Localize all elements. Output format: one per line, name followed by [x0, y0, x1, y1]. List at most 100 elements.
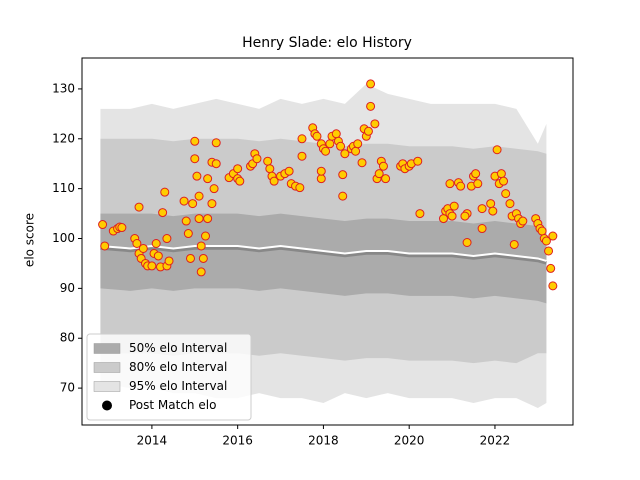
data-point — [153, 251, 163, 261]
data-point — [338, 170, 348, 180]
data-point — [548, 231, 558, 241]
data-point — [312, 131, 322, 141]
data-point — [541, 236, 551, 246]
data-point — [295, 183, 305, 193]
legend-label: Post Match elo — [129, 398, 216, 412]
plot-frame — [81, 57, 574, 426]
data-point — [160, 187, 170, 197]
data-point — [188, 199, 198, 209]
data-point — [445, 179, 455, 189]
data-point — [492, 145, 502, 155]
data-point — [158, 208, 168, 218]
data-point — [336, 141, 346, 151]
data-point — [488, 206, 498, 216]
data-point — [203, 174, 213, 184]
data-point — [233, 164, 243, 174]
x-tick-label: 2020 — [394, 434, 425, 448]
data-point — [473, 179, 483, 189]
data-point — [370, 119, 380, 129]
data-point — [194, 214, 204, 224]
data-point — [374, 169, 384, 179]
data-point — [181, 216, 191, 226]
x-tick-label: 2022 — [480, 434, 511, 448]
data-point — [321, 146, 331, 156]
data-point — [151, 238, 161, 248]
data-point — [207, 199, 217, 209]
data-point — [357, 158, 367, 168]
data-point — [98, 220, 108, 230]
data-point — [252, 154, 262, 164]
data-point — [378, 161, 388, 171]
data-point — [499, 176, 509, 186]
data-point — [505, 199, 515, 209]
data-point — [509, 239, 519, 249]
data-point — [196, 241, 206, 251]
data-point — [183, 229, 193, 239]
data-point — [548, 281, 558, 291]
data-point — [325, 139, 335, 149]
data-point — [190, 154, 200, 164]
data-point — [462, 237, 472, 247]
data-point — [209, 184, 219, 194]
data-point — [477, 224, 487, 234]
data-point — [331, 129, 341, 139]
data-point — [162, 234, 172, 244]
y-tick-label: 110 — [52, 181, 75, 195]
data-point — [496, 169, 506, 179]
median-line-shadow — [100, 246, 547, 265]
data-point — [546, 263, 556, 273]
legend-swatch — [93, 362, 121, 373]
legend-marker — [102, 400, 112, 411]
data-point — [366, 101, 376, 111]
data-point — [138, 243, 148, 253]
data-point — [460, 211, 470, 221]
data-point — [353, 139, 363, 149]
x-tick-label: 2018 — [308, 434, 339, 448]
data-point — [117, 223, 127, 233]
y-tick-label: 90 — [60, 281, 75, 295]
data-point — [316, 174, 326, 184]
data-point — [381, 174, 391, 184]
data-point — [269, 176, 279, 186]
data-point — [164, 256, 174, 266]
data-point — [544, 246, 554, 256]
legend-label: 50% elo Interval — [129, 341, 227, 355]
data-point — [415, 209, 425, 219]
y-tick-label: 80 — [60, 331, 75, 345]
data-point — [132, 238, 142, 248]
data-point — [518, 216, 528, 226]
data-point — [263, 156, 273, 166]
y-tick-label: 120 — [52, 131, 75, 145]
data-point — [284, 166, 294, 176]
data-point — [537, 226, 547, 236]
y-tick-label: 130 — [52, 81, 75, 95]
data-point — [477, 204, 487, 214]
data-point — [192, 171, 202, 181]
data-point — [201, 231, 211, 241]
legend-swatch — [93, 381, 121, 392]
data-point — [196, 267, 206, 277]
data-point — [297, 151, 307, 161]
data-point — [486, 199, 496, 209]
data-point — [147, 261, 157, 271]
data-point — [235, 176, 245, 186]
data-point — [501, 189, 511, 199]
data-point — [203, 214, 213, 224]
median-line — [100, 244, 547, 262]
data-point — [449, 201, 459, 211]
data-point — [447, 211, 457, 221]
data-point — [211, 159, 221, 169]
data-point — [413, 156, 423, 166]
data-point — [340, 149, 350, 159]
data-point — [190, 136, 200, 146]
data-point — [198, 253, 208, 263]
legend: 50% elo Interval 80% elo Interval 95% elo … — [86, 333, 252, 421]
data-point — [456, 181, 466, 191]
data-point — [363, 126, 373, 136]
interval-band — [100, 213, 547, 304]
data-point — [211, 138, 221, 148]
data-point — [351, 146, 361, 156]
data-point — [194, 191, 204, 201]
